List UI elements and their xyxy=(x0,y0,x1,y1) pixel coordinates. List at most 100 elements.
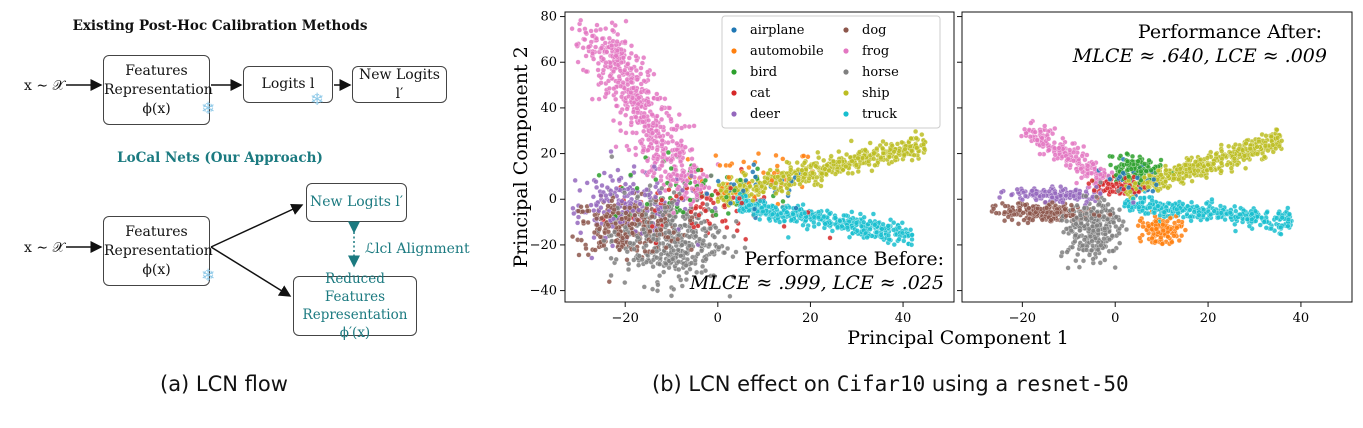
point-truck xyxy=(1139,199,1146,205)
point-horse xyxy=(688,260,694,266)
point-horse xyxy=(1078,221,1084,227)
point-automobile xyxy=(1140,224,1146,230)
point-horse xyxy=(662,204,668,211)
point-truck xyxy=(885,232,892,238)
point-truck xyxy=(1209,196,1215,203)
point-cat xyxy=(703,208,709,214)
point-ship xyxy=(913,128,919,135)
point-horse xyxy=(622,280,628,286)
point-ship xyxy=(819,177,825,183)
point-airplane xyxy=(727,200,734,206)
point-automobile xyxy=(1169,239,1175,245)
point-ship xyxy=(828,153,834,159)
point-dog xyxy=(624,257,630,263)
point-ship xyxy=(1218,168,1224,174)
point-ship xyxy=(747,183,753,189)
point-deer xyxy=(1070,193,1077,199)
point-truck xyxy=(1279,215,1285,221)
point-cat xyxy=(673,193,679,199)
point-frog xyxy=(659,162,665,169)
point-frog xyxy=(668,173,674,179)
point-truck xyxy=(789,217,795,223)
point-horse xyxy=(1081,205,1087,211)
reduced-box-line1: Reduced Features xyxy=(324,271,386,305)
point-deer xyxy=(637,201,643,207)
point-horse xyxy=(640,226,647,232)
point-frog xyxy=(617,120,623,126)
y-tick-label: 0 xyxy=(549,192,557,207)
point-dog xyxy=(583,245,589,252)
point-truck xyxy=(1285,205,1291,211)
point-bird xyxy=(1148,167,1154,173)
point-automobile xyxy=(1182,227,1188,233)
point-frog xyxy=(689,186,695,192)
point-bird xyxy=(687,197,693,203)
point-frog xyxy=(628,119,634,125)
point-truck xyxy=(1249,216,1255,222)
point-frog xyxy=(630,130,636,136)
alignment-label: ℒlcl Alignment xyxy=(365,241,470,257)
point-frog xyxy=(659,116,665,122)
point-ship xyxy=(815,149,821,155)
point-frog xyxy=(1050,131,1056,137)
point-bird xyxy=(1126,174,1132,180)
point-cat xyxy=(736,195,742,201)
point-horse xyxy=(1074,215,1080,221)
point-horse xyxy=(1090,256,1096,262)
point-horse xyxy=(650,264,656,270)
point-frog xyxy=(1052,145,1058,151)
point-truck xyxy=(861,214,867,220)
point-frog xyxy=(1093,175,1099,181)
point-ship xyxy=(1219,156,1225,162)
point-truck xyxy=(1136,204,1142,210)
point-frog xyxy=(622,67,628,73)
point-truck xyxy=(1244,216,1250,222)
point-deer xyxy=(1033,191,1039,197)
point-truck xyxy=(1232,203,1238,209)
point-truck xyxy=(854,228,860,234)
point-horse xyxy=(1110,248,1116,254)
point-truck xyxy=(1122,200,1128,207)
point-horse xyxy=(1113,214,1119,220)
point-cat xyxy=(688,209,694,215)
point-cat xyxy=(1105,181,1111,187)
annotation-line-1: Performance After: xyxy=(1138,21,1322,43)
point-cat xyxy=(827,235,833,241)
point-frog xyxy=(1078,166,1084,172)
point-ship xyxy=(880,138,886,145)
point-dog xyxy=(613,238,619,244)
point-airplane xyxy=(704,191,710,197)
point-frog xyxy=(628,79,634,85)
point-frog xyxy=(625,82,631,88)
point-ship xyxy=(768,182,774,188)
point-dog xyxy=(606,279,612,285)
caption-model: resnet-50 xyxy=(1014,372,1129,396)
point-frog xyxy=(628,115,635,121)
point-bird xyxy=(668,165,674,172)
point-truck xyxy=(1194,203,1200,209)
point-horse xyxy=(699,248,705,254)
point-dog xyxy=(658,227,664,233)
point-horse xyxy=(727,293,733,299)
point-truck xyxy=(1201,207,1207,213)
point-horse xyxy=(608,232,614,239)
point-frog xyxy=(1018,133,1025,139)
legend-box xyxy=(721,15,941,129)
point-deer xyxy=(674,201,680,207)
point-frog xyxy=(1046,147,1052,153)
point-dog xyxy=(594,222,600,228)
point-horse xyxy=(679,242,685,248)
point-cat xyxy=(1086,181,1092,187)
point-frog xyxy=(645,147,651,153)
point-horse xyxy=(1068,228,1074,234)
point-truck xyxy=(909,232,915,238)
point-frog xyxy=(691,123,697,129)
point-ship xyxy=(780,173,786,180)
point-deer xyxy=(622,181,629,187)
point-frog xyxy=(657,124,664,130)
point-truck xyxy=(1246,223,1252,229)
point-dog xyxy=(613,221,619,227)
point-horse xyxy=(658,251,664,257)
point-deer xyxy=(997,194,1003,201)
